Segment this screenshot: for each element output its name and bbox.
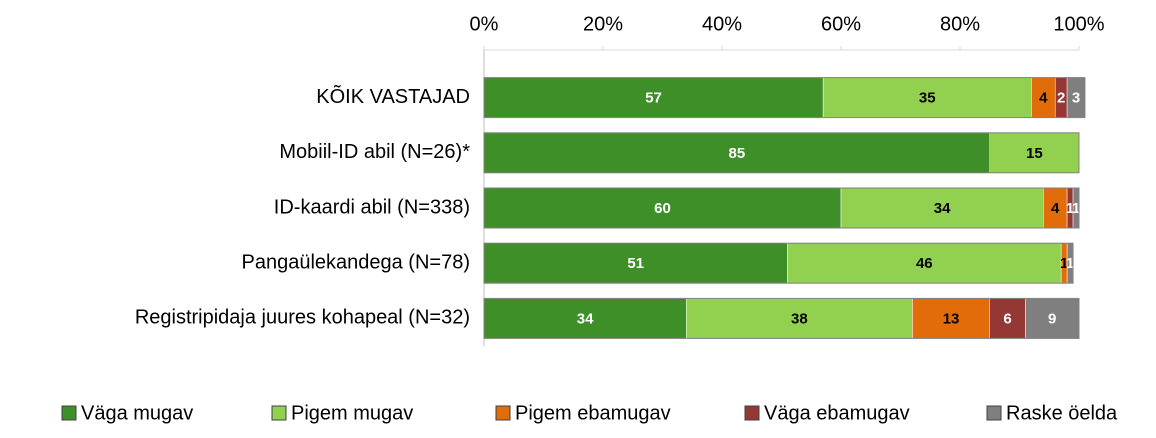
- data-label: 51: [627, 255, 644, 272]
- data-label: 2: [1057, 90, 1065, 107]
- data-label: 46: [916, 255, 933, 272]
- category-label: ID-kaardi abil (N=338): [274, 196, 470, 218]
- data-label: 34: [577, 310, 594, 327]
- data-label: 1: [1066, 200, 1074, 217]
- x-tick-label: 60%: [821, 13, 861, 35]
- bar-segment: [787, 242, 1062, 284]
- x-tick-label: 0%: [470, 13, 499, 35]
- x-tick-label: 80%: [940, 13, 980, 35]
- data-label: 15: [1026, 145, 1043, 162]
- legend-label: Raske öelda: [1006, 402, 1118, 424]
- bar-segment: [840, 187, 1044, 229]
- data-label: 34: [934, 200, 951, 217]
- bar-segment: [912, 298, 991, 339]
- data-label: 13: [943, 310, 960, 327]
- legend-swatch: [986, 405, 1002, 421]
- x-tick-label: 40%: [702, 13, 742, 35]
- legend-label: Väga ebamugav: [764, 402, 910, 424]
- legend-swatch: [271, 405, 287, 421]
- data-label: 85: [729, 145, 746, 162]
- category-label: Registripidaja juures kohapeal (N=32): [135, 307, 470, 329]
- bar-outline: [483, 187, 1080, 229]
- legend-label: Väga mugav: [81, 402, 193, 424]
- category-label: KÕIK VASTAJAD: [316, 84, 470, 108]
- data-label: 1: [1066, 255, 1074, 272]
- data-label: 57: [645, 90, 662, 107]
- bar-outline: [483, 297, 1080, 339]
- category-label: Mobiil-ID abil (N=26)*: [279, 141, 470, 163]
- bar-segment: [989, 132, 1080, 174]
- category-label: Pangaülekandega (N=78): [241, 251, 470, 273]
- data-label: 1: [1060, 255, 1068, 272]
- data-label: 4: [1039, 90, 1048, 107]
- legend-label: Pigem ebamugav: [515, 402, 671, 424]
- bar-segment: [483, 242, 788, 284]
- legend-swatch: [61, 405, 77, 421]
- data-label: 35: [919, 90, 936, 107]
- bar-outline: [483, 242, 1074, 284]
- legend-label: Pigem mugav: [291, 402, 413, 424]
- data-label: 60: [654, 200, 671, 217]
- bar-outline: [483, 77, 1086, 119]
- legend-swatch: [744, 405, 760, 421]
- bar-outline: [483, 132, 1080, 174]
- data-label: 38: [791, 310, 808, 327]
- x-tick-label: 20%: [583, 13, 623, 35]
- legend-swatch: [495, 405, 511, 421]
- data-label: 9: [1048, 310, 1056, 327]
- data-label: 3: [1072, 90, 1080, 107]
- data-label: 1: [1072, 200, 1080, 217]
- x-tick-label: 100%: [1053, 13, 1104, 35]
- data-label: 6: [1003, 310, 1011, 327]
- bar-segment: [822, 77, 1032, 118]
- data-label: 4: [1051, 200, 1060, 217]
